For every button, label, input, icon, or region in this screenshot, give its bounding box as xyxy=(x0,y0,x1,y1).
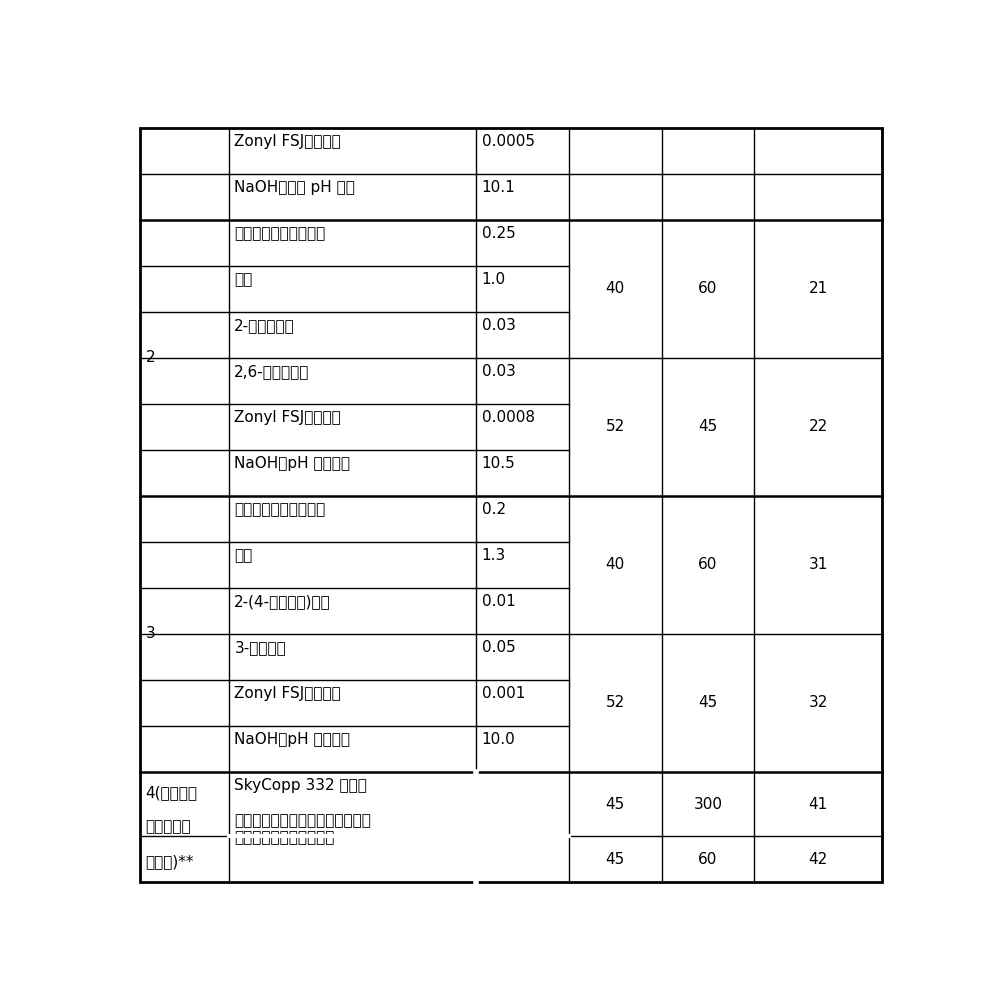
Text: 45: 45 xyxy=(605,852,625,867)
Text: 52: 52 xyxy=(605,695,625,710)
Text: 10.1: 10.1 xyxy=(482,180,515,195)
Text: 300: 300 xyxy=(694,797,723,812)
Text: Zonyl FSJ（杜邦）: Zonyl FSJ（杜邦） xyxy=(234,410,341,425)
Text: NaOH（pH 调整用）: NaOH（pH 调整用） xyxy=(234,732,350,747)
Text: 45: 45 xyxy=(698,419,718,434)
Text: NaOH（调整 pH 用）: NaOH（调整 pH 用） xyxy=(234,180,355,195)
Text: 21: 21 xyxy=(809,281,828,296)
Text: 40: 40 xyxy=(605,557,625,572)
Text: 0.01: 0.01 xyxy=(482,594,515,609)
Text: 2,6-二氨基吧啄: 2,6-二氨基吧啄 xyxy=(234,364,310,379)
Text: 乙酸: 乙酸 xyxy=(234,272,252,287)
Text: Zonyl FSJ（杜邦）: Zonyl FSJ（杜邦） xyxy=(234,686,341,701)
Text: 3-吧啄甲醇: 3-吧啄甲醇 xyxy=(234,640,286,655)
Text: 1.0: 1.0 xyxy=(482,272,505,287)
Text: 0.05: 0.05 xyxy=(482,640,515,655)
Text: 3: 3 xyxy=(146,626,156,641)
Text: 0.001: 0.001 xyxy=(482,686,525,701)
Text: 41: 41 xyxy=(809,797,828,812)
Text: 45: 45 xyxy=(605,797,625,812)
Text: 4(对照组：

传统离子钒

活化液)**: 4(对照组： 传统离子钒 活化液)** xyxy=(146,785,197,869)
Text: SkyCopp 332 活化液

（标准浓度配置，正常温度操作。
广州天承化工有限公司）: SkyCopp 332 活化液 （标准浓度配置，正常温度操作。 广州天承化工有限… xyxy=(234,778,371,845)
Text: 10.5: 10.5 xyxy=(482,456,515,471)
Text: 60: 60 xyxy=(698,281,718,296)
Text: 42: 42 xyxy=(809,852,828,867)
Text: 22: 22 xyxy=(809,419,828,434)
Text: 0.0005: 0.0005 xyxy=(482,134,534,149)
Text: 0.2: 0.2 xyxy=(482,502,505,517)
Text: 31: 31 xyxy=(809,557,828,572)
Text: 10.0: 10.0 xyxy=(482,732,515,747)
Text: 硷酸: 硷酸 xyxy=(234,548,252,563)
Text: Zonyl FSJ（杜邦）: Zonyl FSJ（杜邦） xyxy=(234,134,341,149)
Text: 0.03: 0.03 xyxy=(482,318,515,333)
Text: 60: 60 xyxy=(698,557,718,572)
Text: 0.25: 0.25 xyxy=(482,226,515,241)
Text: 40: 40 xyxy=(605,281,625,296)
Text: 2-(4-甲基苯基)吧啄: 2-(4-甲基苯基)吧啄 xyxy=(234,594,331,609)
Text: 2: 2 xyxy=(146,350,156,365)
Text: 2-氨基氨杂苯: 2-氨基氨杂苯 xyxy=(234,318,295,333)
Text: 0.03: 0.03 xyxy=(482,364,515,379)
Text: 0.0008: 0.0008 xyxy=(482,410,534,425)
Text: 1.3: 1.3 xyxy=(482,548,505,563)
Text: 45: 45 xyxy=(698,695,718,710)
Text: 52: 52 xyxy=(605,419,625,434)
Text: NaOH（pH 调整用）: NaOH（pH 调整用） xyxy=(234,456,350,471)
Text: 硫酸钒（钒离子浓度）: 硫酸钒（钒离子浓度） xyxy=(234,226,326,241)
Text: 硫酸钒（钒离子浓度）: 硫酸钒（钒离子浓度） xyxy=(234,502,326,517)
Text: 32: 32 xyxy=(809,695,828,710)
Text: 60: 60 xyxy=(698,852,718,867)
